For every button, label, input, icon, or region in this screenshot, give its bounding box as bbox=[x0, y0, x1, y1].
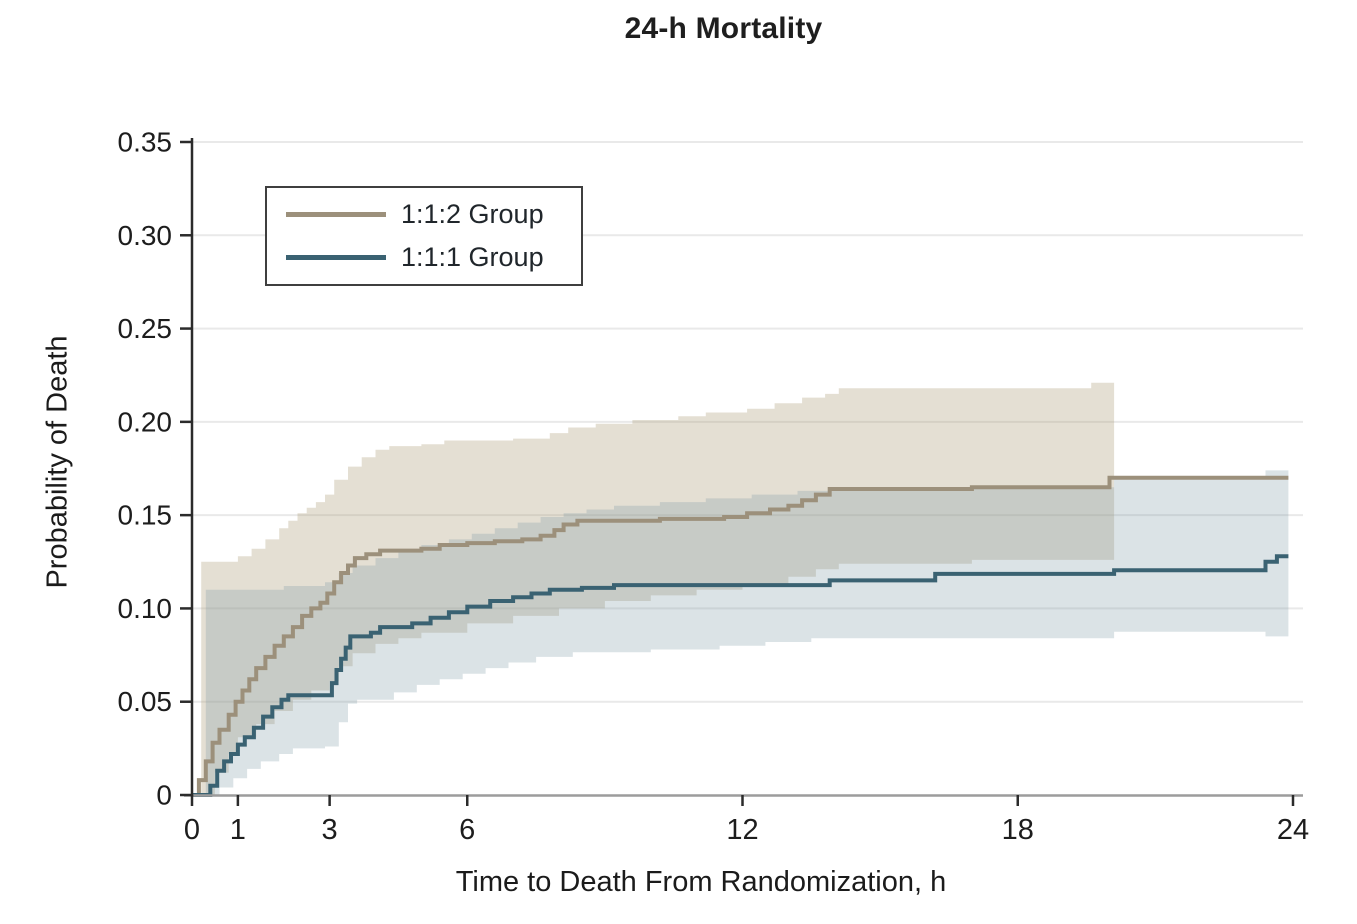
legend-label-112: 1:1:2 Group bbox=[401, 199, 544, 230]
y-tick-label-0.05: 0.05 bbox=[118, 686, 173, 717]
confidence-band-111 bbox=[205, 470, 1289, 795]
y-tick-label-0.30: 0.30 bbox=[118, 220, 173, 251]
x-tick-label-3: 3 bbox=[322, 814, 338, 846]
legend-line-swatch-112 bbox=[286, 212, 386, 218]
legend-item-112-group: 1:1:2 Group bbox=[267, 199, 581, 230]
x-tick-label-6: 6 bbox=[459, 814, 475, 846]
x-tick-label-24: 24 bbox=[1277, 814, 1309, 846]
y-tick-label-0.25: 0.25 bbox=[118, 313, 173, 344]
x-tick-label-0: 0 bbox=[184, 814, 200, 846]
x-tick-label-12: 12 bbox=[726, 814, 758, 846]
y-tick-label-0.35: 0.35 bbox=[118, 127, 173, 158]
confidence-band-112 bbox=[201, 382, 1115, 795]
y-tick-label-0: 0 bbox=[156, 780, 172, 811]
x-axis-title: Time to Death From Randomization, h bbox=[455, 866, 947, 898]
x-tick-label-18: 18 bbox=[1002, 814, 1034, 846]
legend: 1:1:2 Group 1:1:1 Group bbox=[265, 186, 583, 286]
legend-label-111: 1:1:1 Group bbox=[401, 241, 544, 272]
legend-line-swatch-111 bbox=[286, 254, 386, 260]
y-tick-label-0.20: 0.20 bbox=[118, 406, 173, 437]
legend-item-111-group: 1:1:1 Group bbox=[267, 242, 581, 273]
survival-curve-111 bbox=[192, 554, 1289, 797]
survival-curve-112 bbox=[192, 475, 1289, 797]
y-tick-label-0.10: 0.10 bbox=[118, 593, 173, 624]
x-tick-label-1: 1 bbox=[230, 814, 246, 846]
y-axis-title: Probability of Death bbox=[41, 335, 74, 589]
y-tick-label-0.15: 0.15 bbox=[118, 500, 173, 531]
chart-title: 24-h Mortality bbox=[624, 12, 823, 45]
